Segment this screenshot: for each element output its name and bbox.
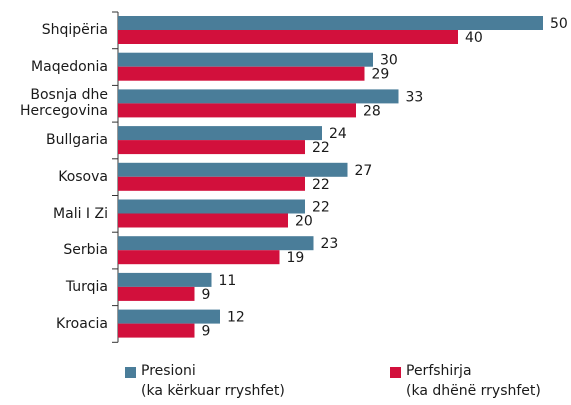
value-label: 22 xyxy=(312,200,330,216)
value-label: 22 xyxy=(312,177,330,193)
bar xyxy=(118,16,543,30)
value-label: 27 xyxy=(355,163,373,179)
legend-label: Presioni (ka kërkuar rryshfet) xyxy=(141,363,285,399)
bar xyxy=(118,30,458,44)
bar xyxy=(118,272,212,287)
value-label: 28 xyxy=(363,103,381,119)
value-label: 12 xyxy=(227,310,245,326)
category-label: Bullgaria xyxy=(46,132,108,149)
value-label: 29 xyxy=(372,67,390,83)
category-label: Turqia xyxy=(65,278,108,295)
category-label: Mali I Zi xyxy=(53,205,108,222)
value-label: 19 xyxy=(287,250,305,266)
bar xyxy=(118,103,356,118)
bar xyxy=(118,66,365,81)
value-label: 40 xyxy=(465,30,483,46)
category-label: Kosova xyxy=(58,168,108,185)
legend-swatch xyxy=(125,367,136,378)
bar xyxy=(118,140,305,155)
legend-label: Perfshirja (ka dhënë rryshfet) xyxy=(406,363,541,399)
bar xyxy=(118,199,305,214)
value-label: 9 xyxy=(202,324,211,340)
bar xyxy=(118,236,314,251)
value-label: 22 xyxy=(312,140,330,156)
bar xyxy=(118,323,195,338)
bar xyxy=(118,162,348,177)
value-label: 50 xyxy=(550,16,568,32)
value-label: 11 xyxy=(219,273,237,289)
value-label: 24 xyxy=(329,126,347,142)
bar xyxy=(118,176,305,191)
value-label: 33 xyxy=(406,89,424,105)
bar xyxy=(118,89,399,104)
bar xyxy=(118,52,373,67)
legend-swatch xyxy=(390,367,401,378)
value-label: 30 xyxy=(380,53,398,69)
bar xyxy=(118,126,322,141)
bar xyxy=(118,286,195,301)
bar xyxy=(118,250,280,265)
category-label: Serbia xyxy=(63,242,108,259)
value-label: 20 xyxy=(295,214,313,230)
bar xyxy=(118,309,220,324)
value-label: 9 xyxy=(202,287,211,303)
category-label: Shqipëria xyxy=(41,22,108,38)
bar xyxy=(118,213,288,228)
value-label: 23 xyxy=(321,236,339,252)
category-label: Kroacia xyxy=(56,315,108,332)
category-label: Bosnja dhe Hercegovina xyxy=(20,87,108,120)
category-label: Maqedonia xyxy=(31,58,108,75)
